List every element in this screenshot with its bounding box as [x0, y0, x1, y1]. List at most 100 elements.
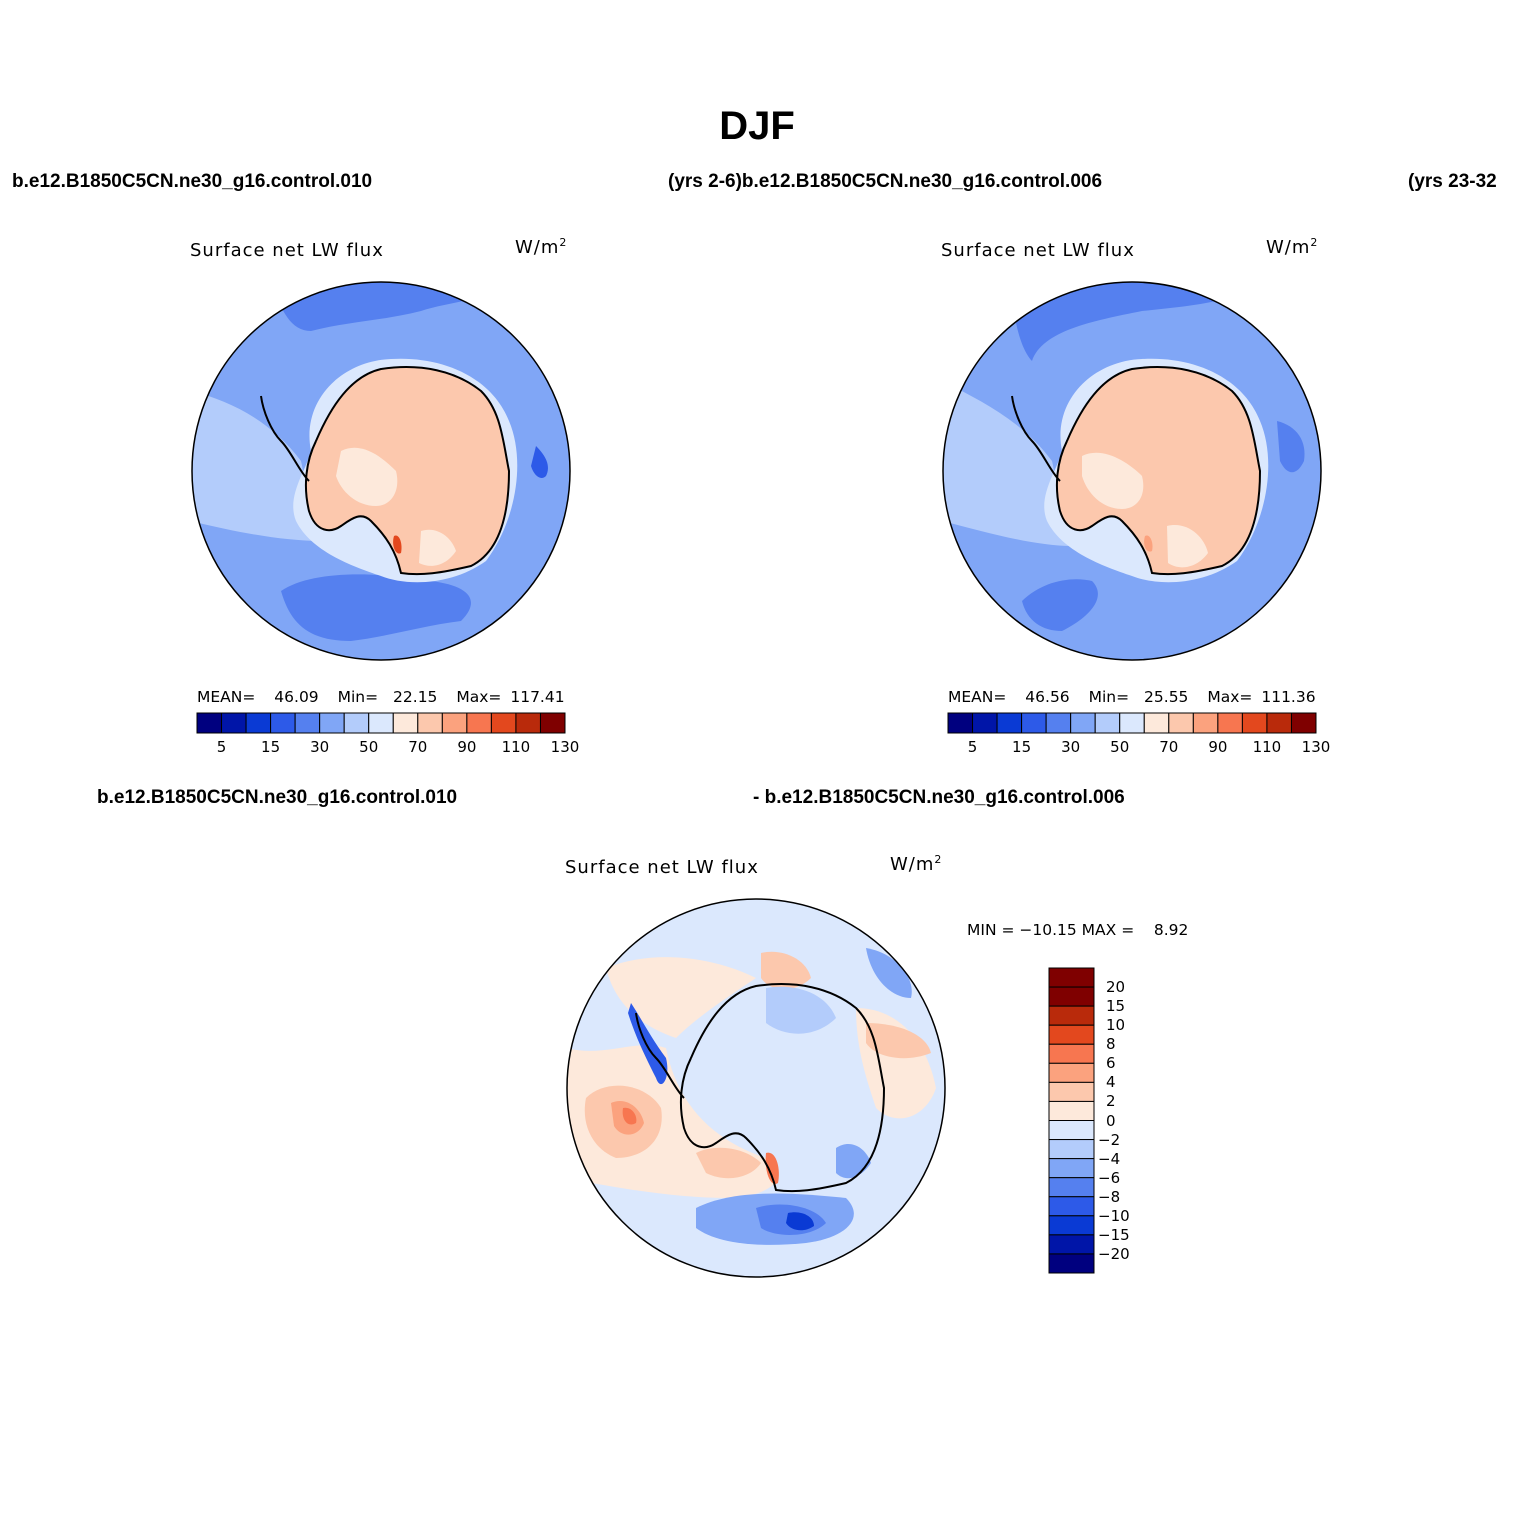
panel2-land-pale-patch-2: [1167, 525, 1208, 568]
colorbar-tick-label: 110: [501, 738, 531, 756]
colorbar-swatch: [490, 712, 517, 734]
colorbar-tick-label: 90: [457, 738, 477, 756]
colorbar-swatch: [1048, 1215, 1095, 1236]
panel2-hotspot: [1144, 535, 1153, 552]
colorbar-swatch: [1048, 1234, 1095, 1255]
panel2-title: Surface net LW flux: [941, 240, 1135, 261]
colorbar-swatch: [1048, 967, 1095, 988]
panel1-land-antarctica: [305, 367, 509, 575]
panel1-land-pale-patch: [336, 447, 398, 506]
colorbar-tick-label: 90: [1208, 738, 1228, 756]
diff-coastline: [635, 983, 886, 1193]
diff-case-a-label: b.e12.B1850C5CN.ne30_g16.control.010: [97, 787, 458, 808]
diff-case-b-label: - b.e12.B1850C5CN.ne30_g16.control.006: [753, 787, 1125, 808]
colorbar-swatch: [1241, 712, 1268, 734]
panel1-polar-map: [191, 281, 571, 661]
colorbar-tick-label: −6: [1098, 1168, 1121, 1187]
panel1-ocean-light-region: [192, 391, 321, 541]
diff-positive-peak-west: [622, 1107, 637, 1125]
diff-panel-units: W/m2: [890, 853, 943, 875]
colorbar-swatch: [1048, 1024, 1095, 1045]
colorbar-tick-label: −15: [1098, 1225, 1130, 1244]
colorbar-tick-label: 6: [1106, 1054, 1116, 1073]
panel2-units: W/m2: [1266, 236, 1319, 258]
colorbar-tick-label: 130: [1301, 738, 1331, 756]
diff-panel-title: Surface net LW flux: [565, 857, 759, 878]
diff-positive-spot-north: [761, 951, 811, 990]
colorbar-swatch: [1048, 1081, 1095, 1102]
diff-positive-patch-south: [696, 1147, 761, 1179]
colorbar-tick-label: 130: [550, 738, 580, 756]
colorbar-swatch: [392, 712, 419, 734]
colorbar-swatch: [343, 712, 370, 734]
colorbar-swatch: [417, 712, 443, 734]
colorbar-swatch: [1290, 712, 1317, 734]
colorbar-swatch: [1048, 986, 1095, 1007]
panel2-ocean-deep-north: [1012, 282, 1262, 361]
right-period-label: (yrs 23-32: [1408, 171, 1497, 192]
diff-colorbar: [1048, 967, 1095, 1274]
panel1-title: Surface net LW flux: [190, 240, 384, 261]
colorbar-swatch: [294, 712, 321, 734]
colorbar-tick-label: 4: [1106, 1073, 1116, 1092]
colorbar-swatch: [1048, 1100, 1095, 1121]
colorbar-tick-label: 30: [310, 738, 330, 756]
panel1-min-label: Min=: [337, 688, 379, 706]
colorbar-swatch: [319, 712, 345, 734]
colorbar-tick-label: 50: [359, 738, 379, 756]
panel1-colorbar: [196, 712, 566, 734]
colorbar-tick-label: −10: [1098, 1206, 1130, 1225]
colorbar-tick-label: 15: [1106, 997, 1126, 1016]
colorbar-swatch: [1048, 1177, 1095, 1198]
panel1-ocean-deep-south: [281, 574, 471, 641]
colorbar-swatch: [1192, 712, 1219, 734]
colorbar-swatch: [1021, 712, 1047, 734]
colorbar-swatch: [1119, 712, 1145, 734]
colorbar-tick-label: 8: [1106, 1035, 1116, 1054]
panel2-max-value: 111.36: [1261, 688, 1316, 706]
colorbar-tick-label: 70: [408, 738, 428, 756]
colorbar-swatch: [515, 712, 541, 734]
diff-polar-map: [566, 898, 946, 1278]
diff-positive-region-north: [606, 957, 756, 1038]
panel2-land-antarctica: [1056, 367, 1260, 575]
colorbar-swatch: [1048, 1196, 1095, 1217]
panel2-mean-label: MEAN=: [948, 688, 1007, 706]
colorbar-swatch: [270, 712, 296, 734]
diff-positive-spot-east: [866, 1023, 931, 1059]
panel1-min-value: 22.15: [393, 688, 438, 706]
panel2-ocean-deep-east: [1277, 421, 1305, 473]
colorbar-tick-label: 15: [1012, 738, 1032, 756]
colorbar-swatch: [1266, 712, 1292, 734]
colorbar-swatch: [196, 712, 223, 734]
figure-title: DJF: [719, 104, 795, 148]
panel1-land-pale-patch-2: [419, 529, 456, 566]
panel2-ocean-deep-south: [1022, 579, 1098, 631]
colorbar-tick-label: −20: [1098, 1244, 1130, 1263]
colorbar-swatch: [1217, 712, 1243, 734]
colorbar-swatch: [1070, 712, 1096, 734]
colorbar-tick-label: −2: [1098, 1130, 1121, 1149]
panel1-mean-label: MEAN=: [197, 688, 256, 706]
colorbar-swatch: [1094, 712, 1121, 734]
colorbar-swatch: [441, 712, 468, 734]
left-case-label: b.e12.B1850C5CN.ne30_g16.control.010: [12, 171, 373, 192]
panel2-coastline: [1011, 366, 1262, 576]
colorbar-swatch: [1048, 1120, 1095, 1141]
colorbar-swatch: [947, 712, 974, 734]
panel1-ocean-deep-north: [271, 282, 501, 331]
panel2-land-pale-patch: [1082, 452, 1144, 509]
colorbar-swatch: [996, 712, 1023, 734]
colorbar-tick-label: −4: [1098, 1149, 1121, 1168]
colorbar-swatch: [1048, 1062, 1095, 1083]
colorbar-swatch: [1048, 1158, 1095, 1179]
panel1-max-label: Max=: [456, 688, 502, 706]
colorbar-swatch: [539, 712, 566, 734]
colorbar-tick-label: 110: [1252, 738, 1282, 756]
panel1-mean-value: 46.09: [274, 688, 319, 706]
colorbar-swatch: [245, 712, 272, 734]
colorbar-swatch: [466, 712, 492, 734]
panel1-units: W/m2: [515, 236, 568, 258]
panel1-coastline: [260, 366, 511, 576]
diff-negative-patch-north: [766, 986, 836, 1034]
